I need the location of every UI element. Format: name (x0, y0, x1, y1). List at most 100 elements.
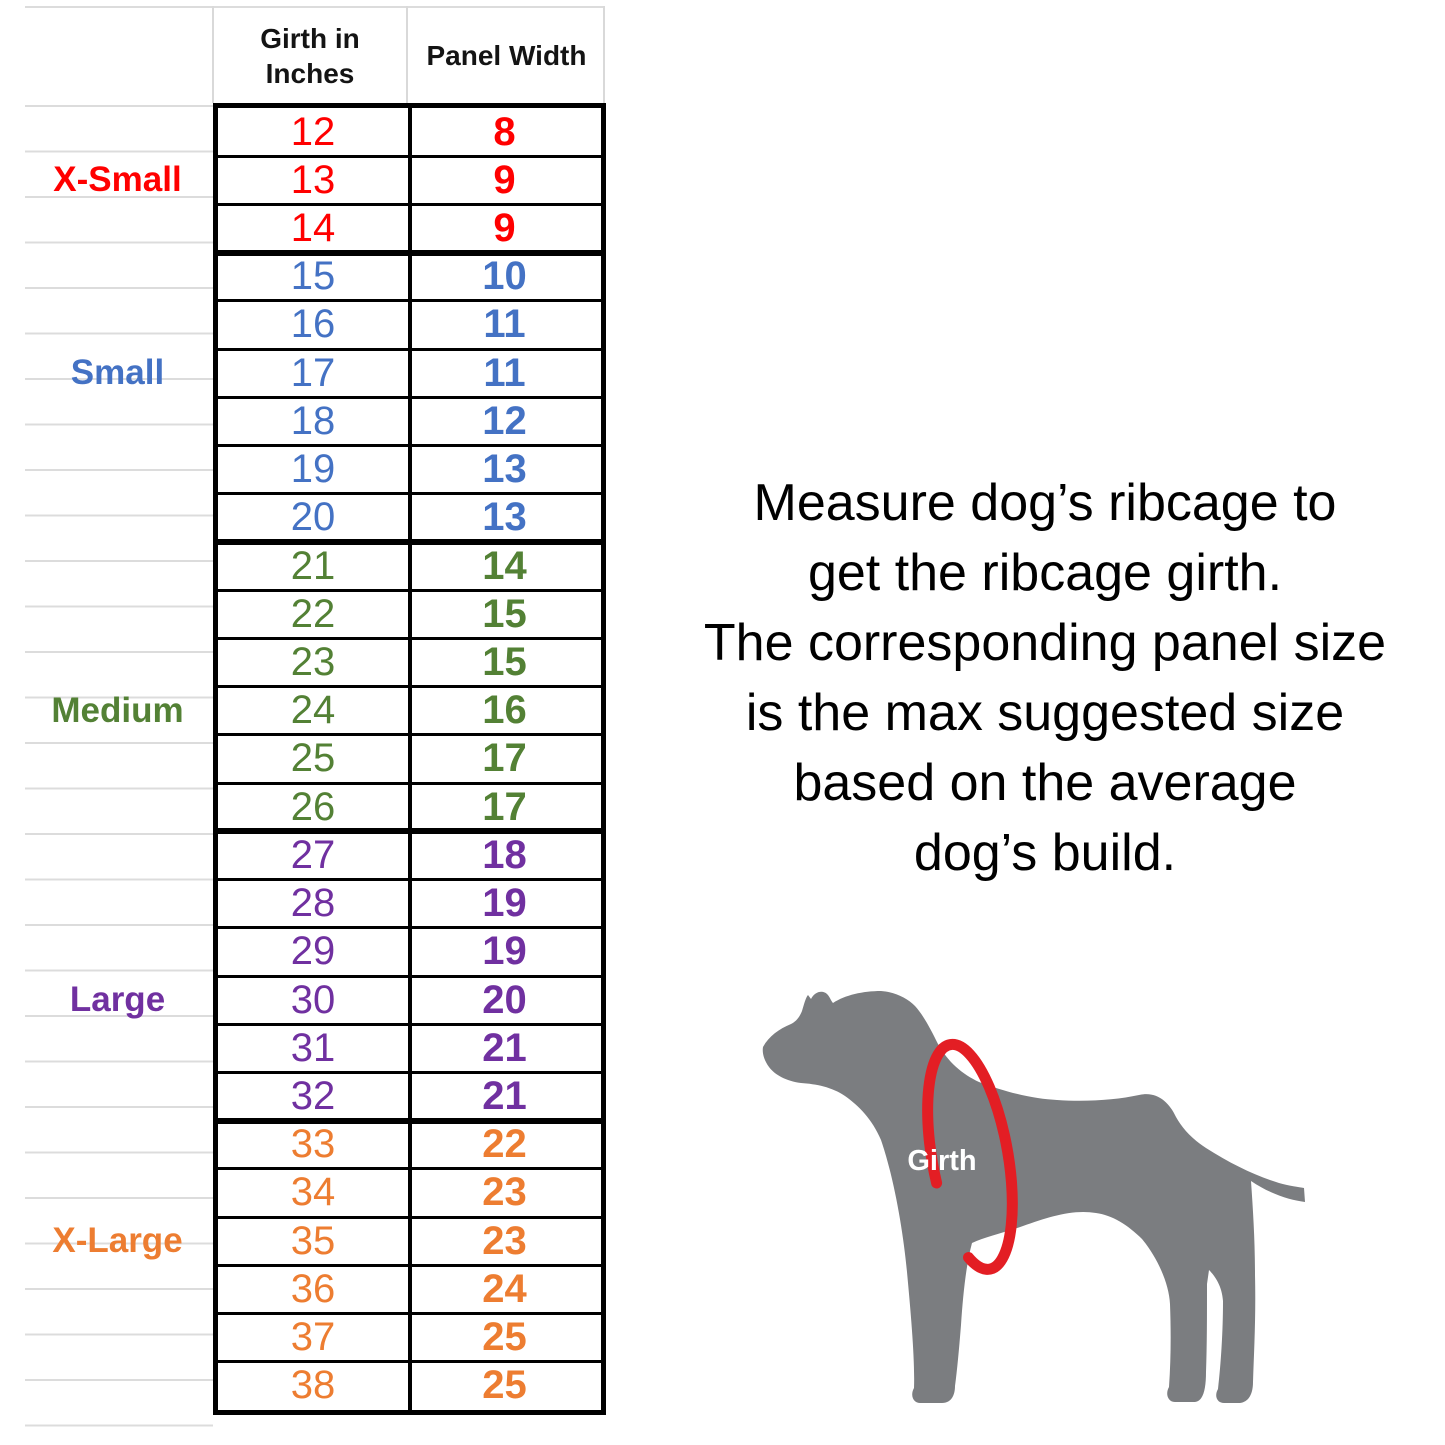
header-top-border (25, 6, 605, 8)
panel-cell: 21 (482, 1074, 527, 1119)
panel-cell: 17 (482, 736, 527, 781)
panel-cell: 19 (482, 929, 527, 974)
row-separator (218, 974, 601, 978)
row-separator (218, 1167, 601, 1171)
girth-cell: 38 (290, 1363, 336, 1408)
size-group-label: X-Large (52, 1221, 183, 1261)
row-separator (218, 202, 601, 206)
panel-cell: 22 (482, 1122, 527, 1167)
table-row: 25 17 (218, 735, 601, 783)
size-group-label: Large (69, 980, 166, 1020)
panel-cell: 25 (482, 1363, 527, 1408)
girth-cell: 32 (290, 1074, 336, 1119)
panel-cell: 19 (482, 881, 527, 926)
row-separator (218, 444, 601, 448)
table-row: 22 15 (218, 590, 601, 638)
table-row: 38 25 (218, 1362, 601, 1410)
table-row: 20 13 (218, 494, 601, 542)
row-separator (218, 347, 601, 351)
panel-cell: 13 (482, 447, 527, 492)
girth-cell: 17 (290, 350, 336, 395)
girth-cell: 14 (290, 206, 336, 251)
girth-cell: 21 (290, 543, 336, 588)
group-separator (218, 249, 601, 256)
row-separator (218, 926, 601, 930)
girth-cell: 29 (290, 929, 336, 974)
row-separator (218, 1215, 601, 1219)
panel-cell: 12 (482, 398, 527, 443)
girth-cell: 33 (290, 1122, 336, 1167)
row-separator (218, 588, 601, 592)
table-row: 28 19 (218, 880, 601, 928)
size-group-label: Small (70, 353, 165, 393)
girth-cell: 31 (290, 1025, 336, 1070)
table-row: 37 25 (218, 1314, 601, 1362)
header-cell-border (212, 6, 214, 103)
panel-width-column-header-label: Panel Width (426, 40, 587, 71)
group-separator (218, 1117, 601, 1124)
table-row: 26 17 (218, 783, 601, 831)
table-row: 14 9 (218, 204, 601, 252)
table-row: 29 19 (218, 928, 601, 976)
table-row: 35 23 (218, 1217, 601, 1265)
girth-cell: 18 (290, 398, 336, 443)
girth-cell: 27 (290, 832, 336, 877)
girth-cell: 13 (290, 157, 336, 202)
table-row: 12 8 (218, 108, 601, 156)
table-row: 33 22 (218, 1121, 601, 1169)
column-divider (408, 108, 412, 1410)
size-group-label: X-Small (53, 160, 182, 200)
girth-cell: 37 (290, 1315, 336, 1360)
instruction-line: is the max suggested size (745, 684, 1345, 742)
dog-diagram: Girth (762, 991, 1305, 1403)
panel-cell: 10 (482, 254, 527, 299)
instruction-line: dog’s build. (913, 824, 1177, 882)
row-separator (218, 299, 601, 303)
panel-cell: 24 (482, 1266, 527, 1311)
row-separator (218, 781, 601, 785)
group-separator (218, 828, 601, 835)
girth-cell: 19 (290, 447, 336, 492)
panel-cell: 18 (482, 832, 527, 877)
table-row: 15 10 (218, 253, 601, 301)
header-cell-border (406, 6, 408, 103)
girth-cell: 25 (290, 736, 336, 781)
girth-cell: 35 (290, 1218, 336, 1263)
table-row: 13 9 (218, 156, 601, 204)
girth-cell: 30 (290, 977, 336, 1022)
panel-cell: 14 (482, 543, 527, 588)
table-row: 36 24 (218, 1265, 601, 1313)
size-group-label: Medium (51, 690, 184, 730)
girth-cell: 23 (290, 640, 336, 685)
girth-column-header-label: Girth in Inches (260, 22, 360, 89)
table-row: 19 13 (218, 446, 601, 494)
instruction-text: Measure dog’s ribcage to get the ribcage … (650, 468, 1440, 888)
table-row: 24 16 (218, 687, 601, 735)
row-separator (218, 636, 601, 640)
row-separator (218, 733, 601, 737)
panel-cell: 15 (482, 640, 527, 685)
table-row: 17 11 (218, 349, 601, 397)
row-separator (218, 1312, 601, 1316)
header-cell-border (603, 6, 605, 103)
girth-measure-ring (922, 1038, 1018, 1275)
table-row: 18 12 (218, 397, 601, 445)
panel-cell: 23 (482, 1218, 527, 1263)
panel-width-column-header: Panel Width (407, 8, 606, 103)
girth-label: Girth (907, 1145, 976, 1177)
girth-cell: 34 (290, 1170, 336, 1215)
table-row: 34 23 (218, 1169, 601, 1217)
girth-cell: 36 (290, 1266, 336, 1311)
girth-column-header: Girth in Inches (213, 8, 407, 103)
instruction-line: Measure dog’s ribcage to (753, 474, 1337, 532)
panel-cell: 15 (482, 591, 527, 636)
row-separator (218, 685, 601, 689)
panel-cell: 13 (482, 495, 527, 540)
table-row: 30 20 (218, 976, 601, 1024)
panel-cell: 25 (482, 1315, 527, 1360)
panel-cell: 21 (482, 1025, 527, 1070)
group-separator (218, 539, 601, 545)
girth-cell: 22 (290, 591, 336, 636)
dog-silhouette (762, 991, 1305, 1403)
